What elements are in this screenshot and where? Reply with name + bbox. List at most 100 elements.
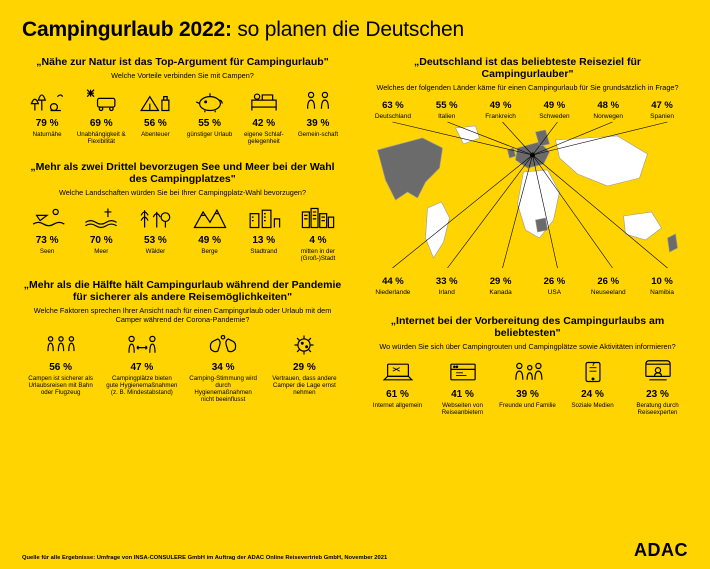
dest-top-pct-5: 47 %	[651, 100, 673, 111]
nature-title: „Nähe zur Natur ist das Top-Argument für…	[22, 56, 343, 68]
main-columns: „Nähe zur Natur ist das Top-Argument für…	[22, 56, 688, 432]
dest-bottom-2: 29 %Kanada	[475, 276, 527, 296]
dest-top-pct-3: 49 %	[544, 100, 566, 111]
nature-pct-1: 69 %	[90, 118, 113, 129]
landscape-label-4: Stadtrand	[250, 248, 277, 255]
dest-top-label-0: Deutschland	[375, 113, 411, 120]
internet-pct-0: 61 %	[386, 389, 409, 400]
nature-pct-4: 42 %	[252, 118, 275, 129]
nature-item-0: 79 % Naturnähe	[22, 88, 72, 145]
nature-row: 79 % Naturnähe 69 % Unabhängigkeit & Flexib…	[22, 88, 343, 145]
pandemic-sub: Welche Faktoren sprechen Ihrer Ansicht n…	[22, 306, 343, 324]
dest-bottom-5: 10 % Namibia	[636, 276, 688, 296]
pandemic-pct-3: 29 %	[293, 362, 316, 373]
internet-label-4: Beratung durch Reiseexperten	[627, 402, 688, 416]
internet-item-4: 23 %Beratung durch Reiseexperten	[627, 359, 688, 416]
landscape-label-3: Berge	[201, 248, 218, 255]
dest-bottom-0: 44 %Niederlande	[367, 276, 419, 296]
dest-sub: Welches der folgenden Länder käme für ei…	[367, 83, 688, 92]
dest-top-pct-1: 55 %	[436, 100, 458, 111]
nature-label-3: günstiger Urlaub	[187, 131, 232, 138]
landscape-item-0: 73 %Seen	[22, 205, 72, 262]
nature-pct-2: 56 %	[144, 118, 167, 129]
suburb-icon	[246, 205, 282, 231]
social-icon	[575, 359, 611, 385]
internet-item-1: 41 %Webseiten von Reiseanbietern	[432, 359, 493, 416]
people-icon	[300, 88, 336, 114]
landscape-pct-1: 70 %	[90, 235, 113, 246]
crowd-icon	[43, 332, 79, 358]
nature-sub: Welche Vorteile verbinden Sie mit Campen…	[22, 71, 343, 80]
dest-row-bottom: 44 %Niederlande 33 % Irland 29 %Kanada 26 % U…	[367, 276, 688, 296]
world-map	[367, 120, 688, 270]
map-svg	[367, 120, 688, 270]
pandemic-item-1: 47 %Campingplätze bieten gute Hygienemaß…	[103, 332, 180, 404]
landscape-item-1: 70 % Meer	[76, 205, 126, 262]
virus-icon	[286, 332, 322, 358]
internet-label-2: Freunde und Familie	[499, 402, 556, 409]
dest-top-label-4: Norwegen	[593, 113, 623, 120]
landscape-pct-5: 4 %	[309, 235, 326, 246]
dest-top-pct-2: 49 %	[490, 100, 512, 111]
nature-label-4: eigene Schlaf-gelegenheit	[239, 131, 289, 145]
dest-bottom-label-1: Irland	[439, 289, 455, 296]
dest-bottom-pct-1: 33 %	[436, 276, 458, 287]
internet-item-3: 24 %Soziale Medien	[562, 359, 623, 416]
section-pandemic: „Mehr als die Hälfte hält Campingurlaub …	[22, 279, 343, 404]
dest-bottom-pct-3: 26 %	[544, 276, 566, 287]
dest-top-label-2: Frankreich	[485, 113, 516, 120]
dest-bottom-3: 26 % USA	[528, 276, 580, 296]
landscape-item-4: 13 %Stadtrand	[239, 205, 289, 262]
dest-top-1: 55 % Italien	[421, 100, 473, 120]
dest-bottom-label-3: USA	[548, 289, 561, 296]
section-landscape: „Mehr als zwei Drittel bevorzugen See un…	[22, 161, 343, 262]
pandemic-label-0: Campen ist sicherer als Urlaubsreisen mi…	[25, 375, 97, 396]
headline: Campingurlaub 2022: so planen die Deutsc…	[22, 18, 688, 42]
sea-icon	[83, 205, 119, 231]
landscape-title: „Mehr als zwei Drittel bevorzugen See un…	[22, 161, 343, 185]
nature-pct-0: 79 %	[36, 118, 59, 129]
nature-label-0: Naturnähe	[33, 131, 62, 138]
dest-top-0: 63 % Deutschland	[367, 100, 419, 120]
dest-bottom-label-4: Neuseeland	[591, 289, 626, 296]
bed-icon	[246, 88, 282, 114]
landscape-label-0: Seen	[40, 248, 54, 255]
forest-icon	[137, 205, 173, 231]
section-internet: „Internet bei der Vorbereitung des Campi…	[367, 315, 688, 416]
nature-label-1: Unabhängigkeit & Flexibilität	[76, 131, 126, 145]
dest-top-label-1: Italien	[438, 113, 455, 120]
dest-top-3: 49 %Schweden	[528, 100, 580, 120]
internet-label-1: Webseiten von Reiseanbietern	[432, 402, 493, 416]
dest-top-pct-4: 48 %	[597, 100, 619, 111]
adac-logo: ADAC	[634, 540, 688, 561]
pandemic-pct-0: 56 %	[49, 362, 72, 373]
dest-bottom-label-5: Namibia	[650, 289, 674, 296]
dest-top-2: 49 % Frankreich	[475, 100, 527, 120]
camp-icon	[137, 88, 173, 114]
dest-bottom-pct-5: 10 %	[651, 276, 673, 287]
piggy-icon	[192, 88, 228, 114]
dest-top-pct-0: 63 %	[382, 100, 404, 111]
dest-bottom-pct-2: 29 %	[490, 276, 512, 287]
headline-rest: so planen die Deutschen	[232, 18, 464, 41]
city-icon	[300, 205, 336, 231]
mountains-icon	[192, 205, 228, 231]
dest-bottom-pct-0: 44 %	[382, 276, 404, 287]
landscape-row: 73 %Seen70 %Meer53 %Wälder49 %Berge13 %S…	[22, 205, 343, 262]
nature-label-2: Abenteuer	[141, 131, 170, 138]
internet-pct-3: 24 %	[581, 389, 604, 400]
pandemic-pct-2: 34 %	[212, 362, 235, 373]
headline-bold: Campingurlaub 2022:	[22, 18, 232, 41]
landscape-label-1: Meer	[94, 248, 108, 255]
pandemic-label-1: Campingplätze bieten gute Hygienemaßnahm…	[106, 375, 178, 396]
source-text: Quelle für alle Ergebnisse: Umfrage von …	[22, 555, 387, 561]
dest-bottom-1: 33 % Irland	[421, 276, 473, 296]
nature-item-3: 55 %günstiger Urlaub	[185, 88, 235, 145]
trees-icon	[29, 88, 65, 114]
nature-item-2: 56 % Abenteuer	[130, 88, 180, 145]
footer: Quelle für alle Ergebnisse: Umfrage von …	[22, 540, 688, 561]
landscape-item-5: 4 %mitten in der (Groß-)Stadt	[293, 205, 343, 262]
dest-top-label-5: Spanien	[650, 113, 674, 120]
right-column: „Deutschland ist das beliebteste Reisezi…	[367, 56, 688, 432]
section-nature: „Nähe zur Natur ist das Top-Argument für…	[22, 56, 343, 145]
